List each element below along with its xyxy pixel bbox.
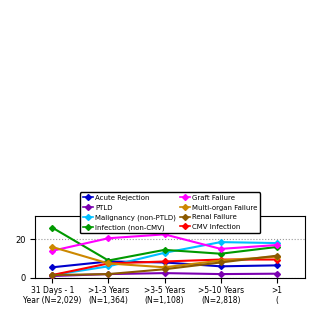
Legend: Acute Rejection, PTLD, Malignancy (non-PTLD), Infection (non-CMV), Graft Failure: Acute Rejection, PTLD, Malignancy (non-P… — [80, 192, 260, 233]
